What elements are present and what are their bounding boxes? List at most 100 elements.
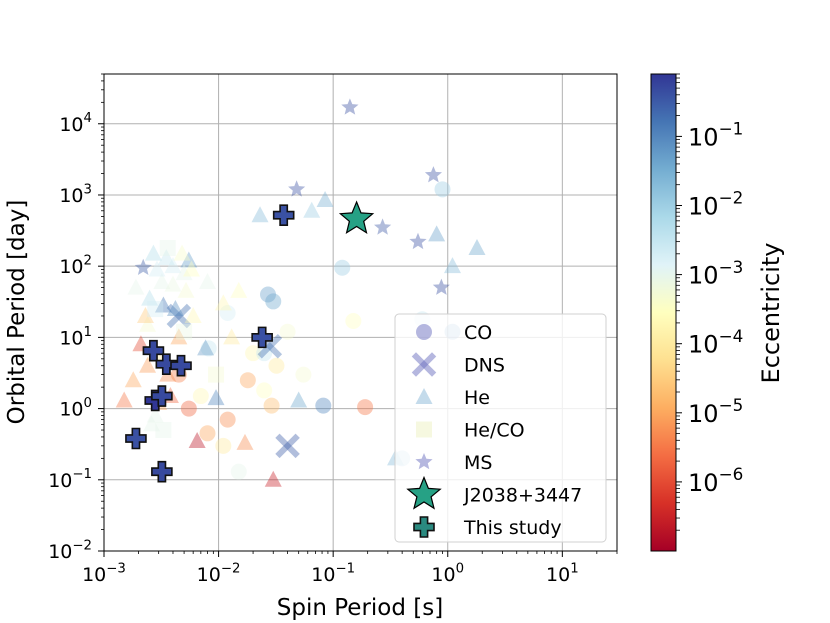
point-he: [153, 272, 171, 289]
legend-label: MS: [464, 452, 492, 474]
point-co: [219, 305, 236, 322]
y-tick-label: 103: [59, 182, 92, 207]
point-this-study: [125, 427, 147, 450]
point-he: [177, 281, 195, 298]
legend-marker-he-co: [416, 421, 432, 438]
point-he: [175, 264, 193, 281]
point-he: [139, 315, 157, 332]
legend-marker-he: [415, 388, 433, 404]
point-co: [279, 323, 296, 340]
point-he: [303, 201, 321, 218]
legend: CO DNS He He/CO MS J2038+3447 This study: [394, 313, 607, 543]
point-he: [214, 294, 232, 311]
point-dns: [275, 433, 300, 459]
point-co: [245, 345, 262, 362]
legend-marker-ms: [415, 453, 433, 470]
legend-label: J2038+3447: [463, 485, 582, 507]
colorbar-tick-label: 10−1: [688, 119, 743, 152]
point-he: [230, 281, 248, 298]
point-co: [295, 366, 312, 383]
point-this-study: [272, 204, 295, 226]
point-he: [207, 389, 225, 406]
point-he: [115, 391, 133, 408]
legend-label: He/CO: [464, 420, 525, 442]
point-he: [164, 275, 182, 292]
point-he: [251, 206, 269, 223]
point-ms: [288, 180, 306, 197]
point-ms: [424, 166, 442, 183]
point-he: [164, 257, 182, 274]
point-he: [141, 289, 159, 306]
point-this-study: [151, 385, 173, 407]
colorbar-tick-label: 10−5: [688, 395, 743, 428]
point-he: [428, 225, 446, 242]
y-tick-label: 10−1: [48, 467, 92, 492]
point-this-study: [170, 354, 192, 377]
point-ms: [341, 98, 359, 115]
x-tick-label: 101: [546, 561, 579, 586]
point-co: [357, 399, 374, 416]
point-co: [199, 425, 216, 442]
point-ms: [374, 218, 392, 235]
point-this-study: [155, 353, 178, 376]
point-co: [265, 293, 282, 310]
point-he: [144, 244, 162, 261]
x-axis-label: Spin Period [s]: [277, 595, 443, 621]
point-he: [154, 296, 172, 313]
colorbar-tick-label: 10−4: [688, 326, 743, 359]
point-co: [260, 286, 277, 303]
point-co: [256, 382, 273, 399]
colorbar-tick-label: 10−6: [688, 464, 743, 497]
point-ms: [409, 232, 427, 250]
point-he: [182, 260, 200, 277]
point-he: [264, 470, 282, 487]
point-co: [192, 388, 209, 405]
point-he-co: [147, 301, 164, 318]
colorbar-gradient: [650, 73, 677, 552]
point-he: [124, 371, 142, 388]
point-he: [166, 300, 184, 317]
y-axis-label: Orbital Period [day]: [4, 200, 30, 425]
colorbar: 10−6 10−5 10−4 10−3 10−2 10−1 Eccentricity: [650, 73, 785, 552]
point-he-co: [176, 323, 193, 340]
point-co: [434, 181, 451, 198]
colorbar-label: Eccentricity: [757, 243, 785, 384]
point-co: [200, 340, 217, 357]
point-he: [170, 328, 188, 345]
plot-frame: [103, 73, 618, 552]
x-tick-label: 10−3: [82, 561, 126, 586]
point-co: [315, 397, 332, 414]
point-he: [197, 339, 215, 356]
x-tick-label: 10−1: [311, 561, 355, 586]
point-this-study: [251, 326, 273, 349]
point-he-co: [159, 240, 176, 257]
legend-marker-co: [416, 324, 432, 340]
y-axis-ticks: 10−2 10−1 100 101 102 103 104: [48, 73, 104, 563]
y-tick-label: 100: [59, 396, 92, 421]
point-he: [198, 272, 216, 289]
point-he: [290, 391, 308, 408]
point-he: [443, 257, 461, 274]
point-j2038: [338, 200, 375, 234]
point-co: [230, 463, 247, 480]
point-he: [173, 244, 191, 261]
point-dns: [166, 303, 192, 329]
y-tick-label: 104: [59, 111, 92, 136]
point-he: [139, 356, 157, 373]
point-he: [316, 191, 334, 208]
y-tick-label: 102: [59, 254, 92, 279]
point-co: [345, 312, 362, 329]
point-co: [239, 372, 256, 389]
point-he: [223, 328, 241, 345]
point-co: [219, 411, 236, 428]
point-he: [148, 260, 166, 277]
point-co: [268, 357, 285, 374]
point-he: [468, 239, 486, 256]
point-he: [236, 433, 254, 450]
legend-label: CO: [464, 322, 492, 344]
x-tick-label: 100: [431, 561, 464, 586]
colorbar-ticks: 10−6 10−5 10−4 10−3 10−2 10−1: [676, 73, 743, 531]
legend-box: [394, 313, 607, 543]
point-co: [215, 437, 232, 454]
